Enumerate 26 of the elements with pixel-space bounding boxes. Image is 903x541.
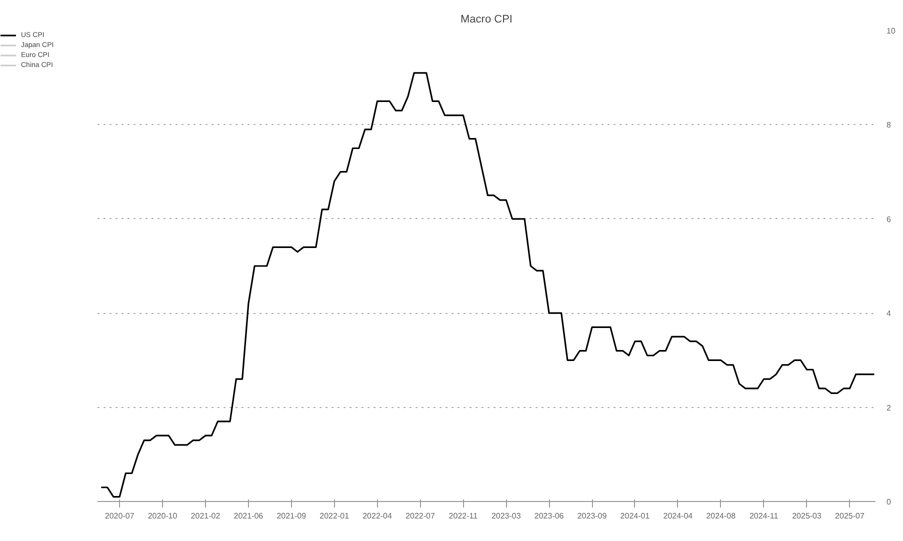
y-tick-label: 6 [886,214,892,224]
x-tick-label: 2023-06 [534,512,564,520]
x-tick-label: 2023-09 [577,512,608,520]
x-tick-label: 2021-09 [276,512,307,520]
x-tick-label: 2023-03 [491,512,522,520]
x-tick-label: 2022-07 [406,512,436,520]
x-tick-label: 2022-11 [448,512,478,520]
x-tick-label: 2024-01 [620,512,650,520]
x-tick-label: 2024-04 [663,512,694,520]
x-tick-label: 2025-03 [792,512,822,520]
y-tick-label: 0 [886,498,892,506]
x-tick-label: 2022-01 [320,512,350,520]
x-tick-label: 2024-08 [706,512,736,520]
line-series [100,72,876,498]
y-tick-label: 4 [886,309,892,318]
x-tick-label: 2022-04 [362,512,393,520]
y-tick-label: 8 [886,120,892,130]
x-tick-label: 2025-07 [835,512,865,520]
x-tick-label: 2020-10 [148,512,178,520]
x-tick-label: 2020-07 [104,512,135,520]
x-tick-label: 2021-02 [190,512,221,520]
chart-title: Macro CPI [460,14,512,26]
x-tick-label: 2024-11 [749,512,779,520]
x-tick-label: 2021-06 [234,512,264,520]
y-tick-label: 10 [886,26,896,36]
y-tick-label: 2 [886,403,892,412]
